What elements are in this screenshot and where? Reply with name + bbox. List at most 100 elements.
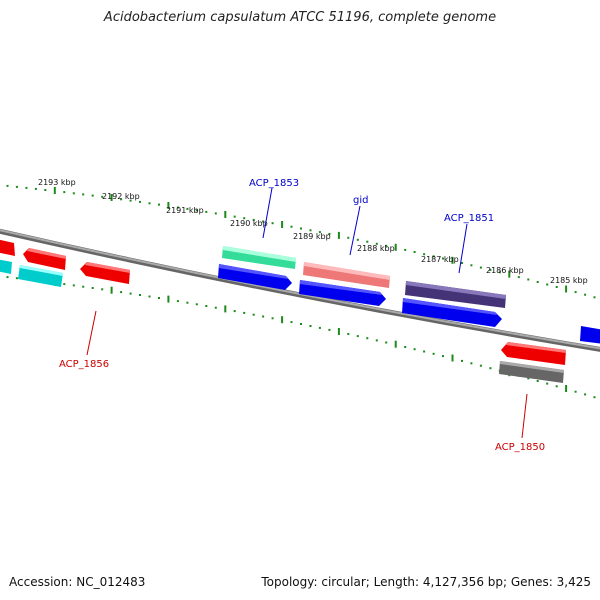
lower-scale-minor-tick [423, 350, 426, 353]
upper-scale-minor-tick [214, 212, 217, 215]
upper-scale-minor-tick [328, 233, 331, 235]
lower-scale-minor-tick [461, 359, 463, 362]
lower-scale-minor-tick [328, 328, 331, 331]
lower-scale-minor-tick [555, 385, 558, 388]
lower-scale-minor-tick [574, 390, 577, 393]
feature-acp1853-gene[interactable] [222, 246, 296, 269]
upper-scale-minor-tick [546, 283, 549, 286]
map-title: Acidobacterium capsulatum ATCC 51196, co… [103, 10, 497, 25]
lower-scale-minor-tick [15, 277, 18, 280]
upper-scale-minor-tick [176, 206, 179, 209]
lower-scale-major-tick [565, 385, 568, 392]
feature-acp1851-cds[interactable] [402, 298, 502, 327]
upper-scale-minor-tick [479, 266, 482, 269]
upper-scale-minor-tick [498, 271, 501, 274]
lower-scale-major-tick [224, 305, 227, 313]
upper-scale-major-tick [224, 211, 227, 218]
upper-scale-minor-tick [375, 242, 378, 245]
scale-label-2186: 2186 kbp [486, 266, 524, 275]
upper-scale-minor-tick [404, 248, 407, 251]
upper-scale-minor-tick [72, 192, 75, 195]
lower-scale-minor-tick [584, 393, 587, 396]
lower-scale-minor-tick [214, 306, 217, 309]
feature-gid-cds[interactable] [299, 280, 386, 306]
upper-scale-minor-tick [195, 209, 198, 212]
upper-scale-minor-tick [15, 185, 18, 188]
upper-scale-minor-tick [423, 253, 426, 256]
upper-scale-minor-tick [413, 251, 416, 253]
lower-scale-major-tick [110, 286, 113, 294]
feature-acp1856-cds[interactable] [80, 262, 130, 284]
feature-left-edge-gene-1[interactable] [0, 259, 12, 274]
upper-scale-minor-tick [101, 195, 104, 198]
scale-label-2191: 2191 kbp [166, 206, 204, 215]
lower-scale-minor-tick [300, 323, 302, 325]
lower-scale-minor-tick [375, 339, 378, 342]
upper-scale-minor-tick [470, 264, 473, 267]
scale-label-2190: 2190 kbp [230, 219, 268, 228]
leader-acp1856 [86, 310, 97, 356]
feature-acp1853-cds[interactable] [218, 264, 292, 290]
upper-scale-minor-tick [262, 220, 265, 223]
upper-scale-minor-tick [205, 210, 208, 213]
upper-scale-minor-tick [527, 278, 530, 281]
upper-scale-minor-tick [233, 215, 236, 218]
leader-acp1851 [458, 223, 468, 274]
feature-acp1851-gene[interactable] [405, 281, 506, 308]
feature-gid-gene[interactable] [303, 262, 390, 288]
gene-label-acp1850[interactable]: ACP_1850 [495, 442, 545, 453]
upper-scale-minor-tick [555, 286, 558, 288]
upper-scale-minor-tick [442, 257, 444, 260]
feature-acp1850-gene[interactable] [499, 361, 564, 383]
upper-scale-minor-tick [290, 225, 293, 228]
feature-left-edge-cds-1[interactable] [0, 239, 15, 256]
lower-scale-minor-tick [243, 311, 246, 314]
upper-scale-major-tick [565, 285, 568, 293]
scale-label-2188: 2188 kbp [357, 244, 395, 253]
feature-left-edge-gene-2[interactable] [18, 265, 63, 287]
upper-scale-major-tick [394, 243, 397, 251]
lower-scale-minor-tick [385, 341, 388, 344]
upper-scale-major-tick [508, 270, 511, 278]
feature-left-edge-cds-2[interactable] [23, 248, 66, 270]
lower-scale-minor-tick [72, 284, 75, 287]
leader-acp1850 [521, 393, 528, 439]
lower-scale-minor-tick [536, 380, 539, 382]
lower-scale-minor-tick [479, 364, 482, 367]
feature-acp1850-cds[interactable] [501, 342, 566, 365]
gene-label-acp1853[interactable]: ACP_1853 [249, 178, 299, 189]
lower-scale-minor-tick [120, 291, 123, 294]
scale-label-2185: 2185 kbp [550, 276, 588, 285]
upper-scale-major-tick [281, 221, 284, 228]
lower-scale-minor-tick [271, 317, 274, 320]
leader-gid [349, 205, 361, 256]
upper-scale-minor-tick [120, 198, 123, 201]
lower-scale-minor-tick [158, 297, 160, 299]
gene-label-acp1851[interactable]: ACP_1851 [444, 213, 494, 224]
upper-scale-minor-tick [91, 194, 94, 197]
lower-scale-minor-tick [404, 346, 407, 348]
upper-scale-minor-tick [432, 255, 435, 258]
upper-scale-minor-tick [536, 281, 539, 283]
upper-scale-minor-tick [63, 191, 66, 194]
upper-scale-minor-tick [593, 296, 596, 299]
gene-label-acp1856[interactable]: ACP_1856 [59, 359, 109, 370]
feature-edge-right-cds[interactable] [580, 326, 600, 344]
upper-scale-minor-tick [243, 217, 246, 220]
lower-scale-minor-tick [205, 305, 208, 307]
upper-scale-minor-tick [385, 244, 388, 247]
scale-label-2193: 2193 kbp [38, 178, 76, 187]
lower-scale-minor-tick [186, 301, 189, 304]
lower-scale-minor-tick [91, 287, 94, 289]
lower-scale-minor-tick [546, 382, 549, 385]
lower-scale-minor-tick [366, 337, 369, 340]
gene-label-gid[interactable]: gid [353, 195, 368, 206]
lower-scale-minor-tick [489, 367, 492, 370]
upper-scale-minor-tick [366, 240, 369, 243]
lower-scale-minor-tick [309, 325, 312, 327]
upper-scale-minor-tick [584, 293, 587, 296]
lower-scale-minor-tick [6, 276, 9, 279]
upper-scale-minor-tick [34, 187, 37, 190]
upper-scale-minor-tick [517, 276, 520, 279]
